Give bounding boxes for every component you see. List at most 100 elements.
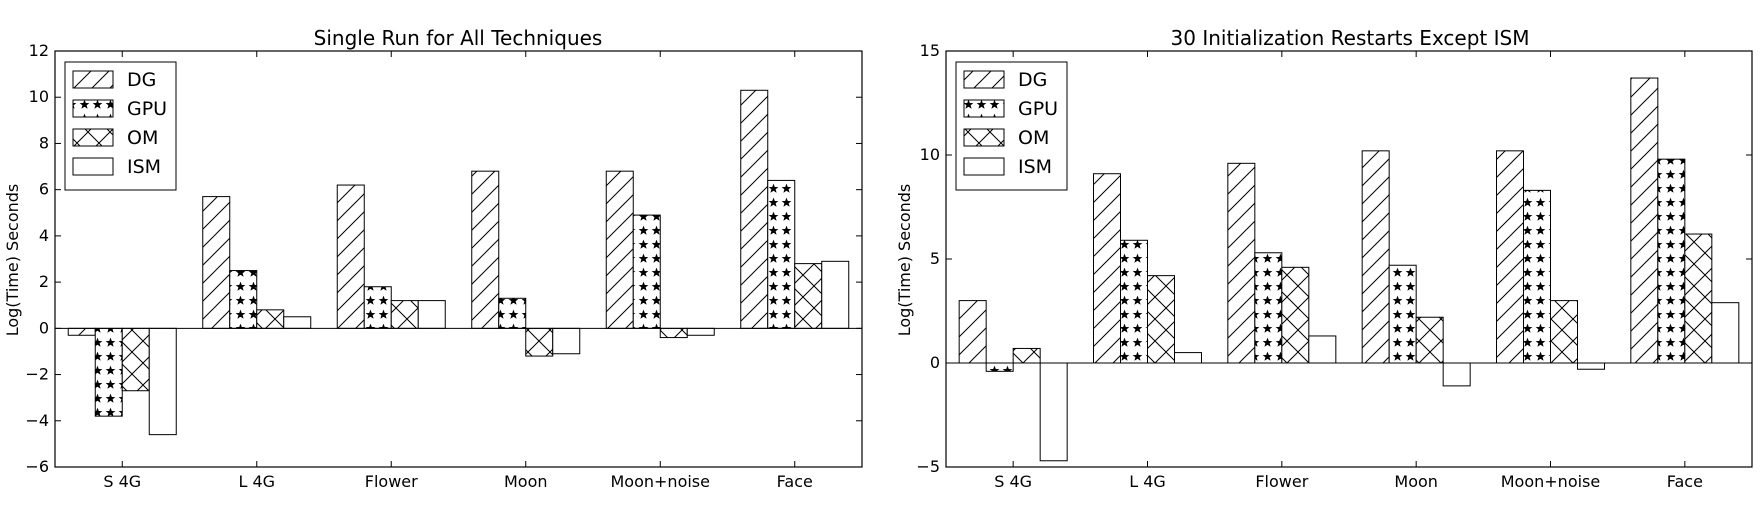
x-tick-label: S 4G — [994, 472, 1032, 491]
legend-swatch-dg — [963, 70, 1005, 89]
bar-gpu-face — [767, 179, 796, 329]
bar-dg-face — [740, 89, 769, 329]
bar-gpu-moon-noise — [632, 214, 661, 329]
x-tick-label: L 4G — [238, 472, 275, 491]
legend-swatch-ism — [72, 157, 114, 176]
chart-panel-single-run: Single Run for All Techniques Log(Time) … — [3, 26, 863, 491]
bar-om-moon-noise — [659, 327, 688, 339]
legend-label-gpu: GPU — [127, 98, 167, 120]
legend-swatch-om — [72, 128, 114, 147]
x-tick-label: Flower — [1255, 472, 1308, 491]
y-tick-label: −6 — [25, 457, 49, 476]
bar-dg-l-4g — [202, 196, 231, 329]
x-tick-label: L 4G — [1129, 472, 1166, 491]
y-tick-label: 4 — [39, 226, 49, 245]
bar-om-face — [1684, 233, 1713, 364]
y-tick-label: −5 — [916, 457, 940, 476]
x-tick-label: Face — [1667, 472, 1703, 491]
bar-om-s-4g — [121, 327, 150, 392]
bar-om-face — [794, 263, 823, 329]
bar-om-s-4g — [1012, 347, 1041, 364]
y-tick-label: 0 — [39, 318, 49, 337]
bar-ism-s-4g — [1039, 362, 1068, 462]
y-tick-label: −4 — [25, 411, 49, 430]
x-tick-label: Face — [777, 472, 813, 491]
bar-ism-face — [1711, 302, 1740, 364]
legend-label-dg: DG — [1018, 69, 1047, 91]
bar-om-l-4g — [1147, 275, 1175, 364]
bar-dg-moon-noise — [605, 170, 634, 329]
bar-gpu-flower — [1254, 252, 1283, 364]
legend-label-ism: ISM — [1018, 156, 1052, 178]
chart-panel-restarts: 30 Initialization Restarts Except ISM Lo… — [895, 26, 1753, 491]
legend-swatch-gpu — [72, 99, 114, 118]
legend: DG GPU OM ISM — [64, 61, 177, 191]
y-tick-label: 0 — [930, 353, 940, 372]
bar-gpu-s-4g — [985, 362, 1014, 372]
bar-gpu-face — [1657, 158, 1686, 364]
y-axis: −5 0 5 10 15 — [916, 41, 1752, 476]
y-tick-label: 15 — [920, 41, 940, 60]
y-tick-label: 5 — [930, 249, 940, 268]
bar-gpu-s-4g — [94, 327, 123, 417]
legend-label-gpu: GPU — [1018, 98, 1058, 120]
x-tick-label: Flower — [365, 472, 418, 491]
legend-swatch-om — [963, 128, 1005, 147]
legend-label-om: OM — [127, 127, 158, 149]
x-axis: S 4G L 4G Flower Moon Moon+noise Face — [103, 51, 813, 491]
chart-title: 30 Initialization Restarts Except ISM — [1171, 26, 1530, 50]
bar-gpu-moon — [498, 297, 527, 329]
chart-title: Single Run for All Techniques — [314, 26, 603, 50]
y-tick-label: 2 — [39, 272, 49, 291]
x-tick-label: Moon — [504, 472, 548, 491]
bar-om-moon-noise — [1550, 300, 1578, 364]
x-tick-label: Moon — [1394, 472, 1438, 491]
x-tick-label: Moon+noise — [611, 472, 710, 491]
bar-dg-s-4g — [958, 300, 987, 364]
bar-dg-moon-noise — [1496, 150, 1524, 364]
legend-swatch-ism — [963, 157, 1005, 176]
bar-gpu-moon-noise — [1523, 189, 1551, 364]
bar-ism-moon-noise — [686, 327, 715, 336]
bar-ism-s-4g — [148, 327, 177, 436]
bar-gpu-l-4g — [229, 270, 258, 329]
legend-label-om: OM — [1018, 127, 1049, 149]
bar-om-moon — [525, 327, 554, 357]
bar-gpu-moon — [1388, 264, 1417, 364]
y-tick-label: 8 — [39, 133, 49, 152]
y-tick-label: 10 — [29, 87, 49, 106]
legend: DG GPU OM ISM — [955, 61, 1068, 191]
y-tick-label: 6 — [39, 180, 49, 199]
bar-ism-moon — [1442, 362, 1471, 387]
bar-ism-l-4g — [283, 316, 312, 329]
bar-dg-flower — [1227, 162, 1256, 364]
legend-swatch-gpu — [963, 99, 1005, 118]
y-tick-label: 10 — [920, 145, 940, 164]
bar-ism-face — [821, 260, 850, 329]
plot-frame — [54, 50, 863, 468]
bar-group — [958, 77, 1740, 462]
bar-ism-l-4g — [1174, 352, 1202, 364]
y-tick-label: −2 — [25, 365, 49, 384]
bar-ism-moon — [552, 327, 581, 355]
bar-dg-moon — [471, 170, 500, 329]
bar-gpu-l-4g — [1120, 239, 1148, 364]
bar-group — [67, 89, 850, 436]
bar-ism-moon-noise — [1577, 362, 1605, 370]
x-tick-label: Moon+noise — [1501, 472, 1600, 491]
bar-dg-flower — [336, 184, 365, 329]
bar-om-l-4g — [256, 309, 285, 329]
y-axis-label: Log(Time) Seconds — [895, 184, 914, 337]
bar-dg-s-4g — [67, 327, 96, 336]
y-tick-label: 12 — [29, 41, 49, 60]
y-axis: −6 −4 −2 0 2 4 6 8 10 12 — [25, 41, 862, 476]
bar-om-moon — [1415, 316, 1444, 364]
bar-ism-flower — [1308, 335, 1337, 364]
bar-ism-flower — [417, 300, 446, 329]
legend-label-ism: ISM — [127, 156, 161, 178]
x-axis: S 4G L 4G Flower Moon Moon+noise Face — [994, 51, 1703, 491]
bar-dg-moon — [1361, 150, 1390, 364]
bar-om-flower — [390, 300, 419, 329]
legend-swatch-dg — [72, 70, 114, 89]
